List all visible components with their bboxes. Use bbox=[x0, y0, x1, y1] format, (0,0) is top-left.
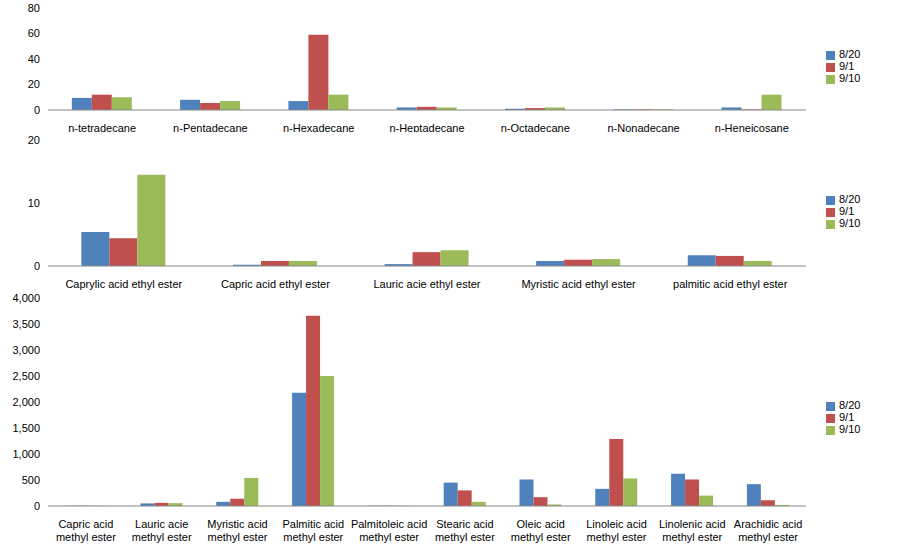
svg-text:20: 20 bbox=[28, 134, 40, 146]
svg-text:4,000: 4,000 bbox=[12, 292, 40, 304]
svg-text:40: 40 bbox=[28, 53, 40, 65]
html-text:8/20: 8/20 bbox=[839, 399, 861, 411]
svg-text:n-Heptadecane: n-Heptadecane bbox=[389, 122, 464, 132]
svg-text:n-Heneicosane: n-Heneicosane bbox=[715, 122, 789, 132]
svg-text:500: 500 bbox=[22, 474, 40, 486]
html-text:9/1: 9/1 bbox=[839, 411, 855, 423]
svg-text:2,500: 2,500 bbox=[12, 370, 40, 382]
svg-text:n-Nonadecane: n-Nonadecane bbox=[607, 122, 679, 132]
svg-text:Myristic acidmethyl ester: Myristic acidmethyl ester bbox=[207, 518, 268, 543]
svg-text:Capric acid ethyl ester: Capric acid ethyl ester bbox=[221, 278, 330, 290]
svg-text:n-Pentadecane: n-Pentadecane bbox=[173, 122, 248, 132]
svg-text:palmitic acid ethyl ester: palmitic acid ethyl ester bbox=[673, 278, 788, 290]
svg-text:Arachidic acidmethyl ester: Arachidic acidmethyl ester bbox=[734, 518, 802, 543]
svg-text:Caprylic acid ethyl ester: Caprylic acid ethyl ester bbox=[65, 278, 182, 290]
svg-text:Capric acidmethyl ester: Capric acidmethyl ester bbox=[56, 518, 116, 543]
html-text:9/10: 9/10 bbox=[839, 217, 861, 229]
html-text:9/10: 9/10 bbox=[839, 423, 861, 435]
svg-text:n-Octadecane: n-Octadecane bbox=[501, 122, 570, 132]
svg-text:80: 80 bbox=[28, 2, 40, 14]
svg-text:Lauric acie ethyl ester: Lauric acie ethyl ester bbox=[374, 278, 481, 290]
svg-text:3,500: 3,500 bbox=[12, 318, 40, 330]
html-text:8/20: 8/20 bbox=[839, 193, 861, 205]
svg-text:n-Hexadecane: n-Hexadecane bbox=[283, 122, 355, 132]
svg-text:Palmitic acidmethyl ester: Palmitic acidmethyl ester bbox=[282, 518, 344, 543]
svg-text:Myristic acid ethyl ester: Myristic acid ethyl ester bbox=[521, 278, 636, 290]
svg-text:Stearic acidmethyl ester: Stearic acidmethyl ester bbox=[435, 518, 495, 543]
svg-text:10: 10 bbox=[28, 197, 40, 209]
html-text:9/10: 9/10 bbox=[839, 72, 861, 84]
svg-text:0: 0 bbox=[34, 260, 40, 272]
svg-text:20: 20 bbox=[28, 78, 40, 90]
html-text:8/20: 8/20 bbox=[839, 48, 861, 60]
html-text:9/1: 9/1 bbox=[839, 60, 855, 72]
svg-text:Oleic acidmethyl ester: Oleic acidmethyl ester bbox=[511, 518, 571, 543]
svg-text:2,000: 2,000 bbox=[12, 396, 40, 408]
html-text:9/1: 9/1 bbox=[839, 205, 855, 217]
svg-text:60: 60 bbox=[28, 27, 40, 39]
svg-text:Linolenic acidmethyl ester: Linolenic acidmethyl ester bbox=[659, 518, 726, 543]
svg-text:1,500: 1,500 bbox=[12, 422, 40, 434]
svg-text:0: 0 bbox=[34, 104, 40, 116]
svg-text:Lauric aciemethyl ester: Lauric aciemethyl ester bbox=[132, 518, 192, 543]
svg-text:3,000: 3,000 bbox=[12, 344, 40, 356]
svg-text:n-tetradecane: n-tetradecane bbox=[68, 122, 136, 132]
svg-text:0: 0 bbox=[34, 500, 40, 512]
svg-text:Palmitoleic acidmethyl ester: Palmitoleic acidmethyl ester bbox=[351, 518, 427, 543]
svg-text:1,000: 1,000 bbox=[12, 448, 40, 460]
svg-text:Linoleic acidmethyl ester: Linoleic acidmethyl ester bbox=[586, 518, 647, 543]
